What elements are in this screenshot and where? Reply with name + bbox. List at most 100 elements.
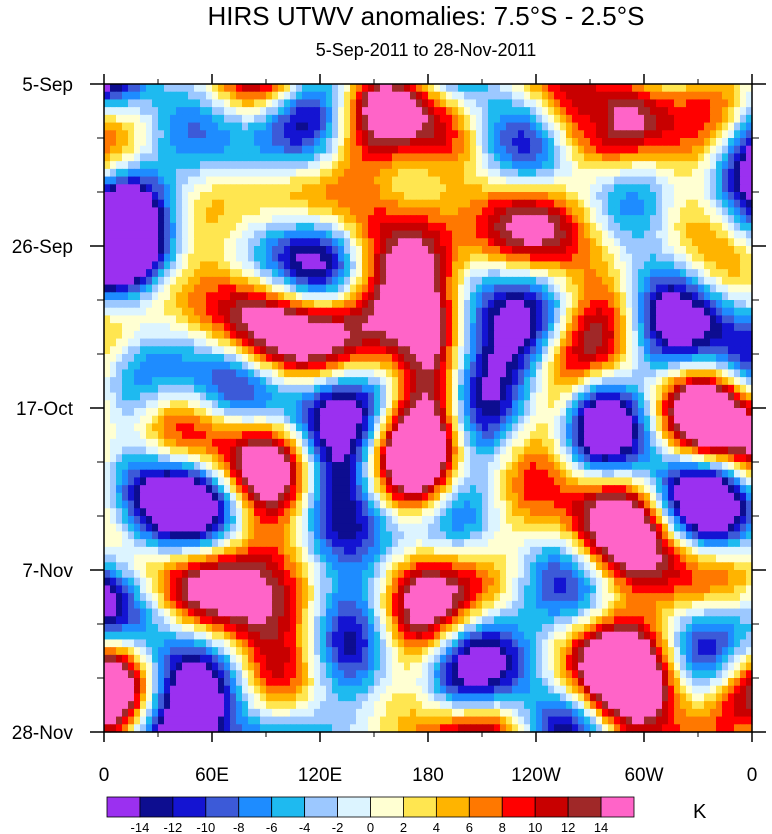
field-cell <box>158 199 165 209</box>
field-cell <box>260 261 267 270</box>
field-cell <box>308 307 315 317</box>
field-cell <box>674 361 681 371</box>
field-cell <box>116 99 123 108</box>
field-cell <box>248 168 255 178</box>
field-cell <box>428 338 435 347</box>
field-cell <box>326 238 333 247</box>
field-cell <box>392 168 399 178</box>
field-cell <box>560 161 567 170</box>
field-cell <box>158 261 165 270</box>
field-cell <box>404 199 411 209</box>
field-cell <box>614 122 621 131</box>
field-cell <box>614 207 621 216</box>
field-cell <box>710 199 717 209</box>
field-cell <box>110 384 117 394</box>
field-cell <box>416 330 423 340</box>
field-cell <box>200 361 207 371</box>
field-cell <box>476 330 483 340</box>
field-cell <box>380 84 387 93</box>
field-cell <box>188 153 195 162</box>
field-cell <box>194 222 201 232</box>
field-cell <box>218 253 225 263</box>
field-cell <box>428 207 435 216</box>
field-cell <box>476 300 483 309</box>
field-cell <box>314 114 321 124</box>
field-cell <box>374 222 381 232</box>
field-cell <box>242 91 249 101</box>
field-cell <box>122 300 129 309</box>
field-cell <box>146 300 153 309</box>
field-cell <box>152 400 159 409</box>
field-cell <box>470 423 477 432</box>
field-cell <box>686 423 693 432</box>
field-cell <box>656 300 663 309</box>
field-cell <box>746 199 753 209</box>
field-cell <box>242 323 249 332</box>
field-cell <box>494 246 501 255</box>
field-cell <box>488 184 495 193</box>
field-cell <box>428 323 435 332</box>
field-cell <box>104 145 111 155</box>
field-cell <box>566 215 573 224</box>
field-cell <box>212 199 219 209</box>
field-cell <box>458 300 465 309</box>
field-cell <box>284 238 291 247</box>
field-cell <box>374 300 381 309</box>
field-cell <box>674 114 681 124</box>
field-cell <box>110 114 117 124</box>
field-cell <box>116 423 123 432</box>
field-cell <box>458 315 465 324</box>
field-cell <box>554 138 561 147</box>
field-cell <box>608 176 615 185</box>
field-cell <box>398 431 405 440</box>
field-cell <box>236 168 243 178</box>
field-cell <box>332 215 339 224</box>
field-cell <box>404 184 411 193</box>
field-cell <box>746 276 753 286</box>
field-cell <box>230 230 237 239</box>
field-cell <box>194 230 201 239</box>
field-cell <box>620 99 627 108</box>
field-cell <box>194 346 201 355</box>
field-cell <box>698 184 705 193</box>
field-cell <box>248 84 255 93</box>
field-cell <box>614 138 621 147</box>
field-cell <box>266 192 273 201</box>
field-cell <box>128 230 135 239</box>
field-cell <box>410 222 417 232</box>
field-cell <box>284 330 291 340</box>
field-cell <box>500 377 507 386</box>
field-cell <box>566 145 573 155</box>
field-cell <box>446 145 453 155</box>
field-cell <box>128 253 135 263</box>
field-cell <box>368 261 375 270</box>
field-cell <box>290 230 297 239</box>
field-cell <box>182 145 189 155</box>
field-cell <box>200 99 207 108</box>
field-cell <box>458 84 465 93</box>
field-cell <box>512 276 519 286</box>
field-cell <box>572 246 579 255</box>
field-cell <box>218 369 225 378</box>
field-cell <box>608 230 615 239</box>
field-cell <box>632 84 639 93</box>
field-cell <box>632 184 639 193</box>
field-cell <box>740 107 747 116</box>
field-cell <box>104 338 111 347</box>
field-cell <box>656 408 663 417</box>
field-cell <box>620 84 627 93</box>
field-cell <box>434 107 441 116</box>
field-cell <box>530 161 537 170</box>
field-cell <box>410 168 417 178</box>
field-cell <box>374 107 381 116</box>
field-cell <box>548 408 555 417</box>
field-cell <box>422 377 429 386</box>
field-cell <box>224 99 231 108</box>
field-cell <box>746 207 753 216</box>
field-cell <box>362 107 369 116</box>
field-cell <box>236 107 243 116</box>
field-cell <box>656 377 663 386</box>
field-cell <box>344 315 351 324</box>
field-cell <box>332 176 339 185</box>
field-cell <box>710 261 717 270</box>
